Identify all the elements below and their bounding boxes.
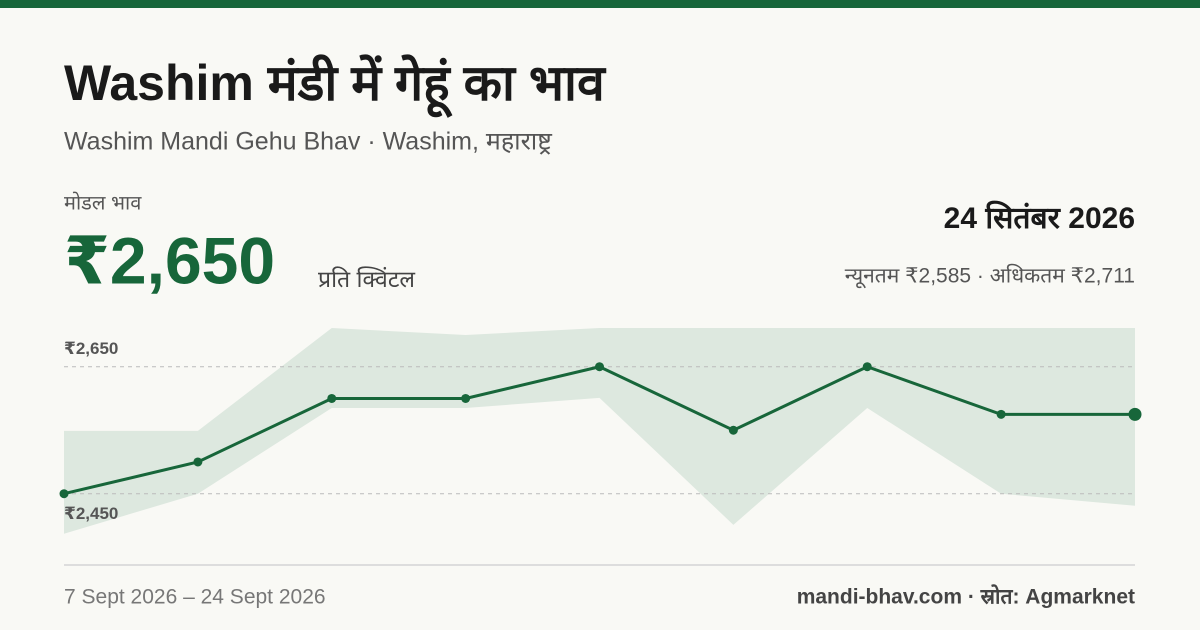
title: Washim मंडी में गेहूं का भाव bbox=[64, 54, 607, 118]
point bbox=[996, 409, 1006, 419]
footer: mandi-bhav.com · स्रोत: Agmarknet bbox=[797, 584, 1135, 609]
point bbox=[461, 393, 471, 403]
y-tick-label: ₹2,450 bbox=[64, 504, 118, 523]
point bbox=[59, 489, 69, 499]
price: ₹2,650 bbox=[64, 223, 275, 297]
price-unit: प्रति क्विंटल bbox=[318, 266, 415, 292]
point bbox=[193, 457, 203, 467]
point bbox=[1128, 407, 1142, 421]
subtitle: Washim Mandi Gehu Bhav · Washim, महाराष्… bbox=[64, 128, 552, 156]
point bbox=[862, 362, 872, 372]
point bbox=[728, 425, 738, 435]
point bbox=[595, 362, 604, 372]
point bbox=[327, 393, 337, 403]
min-max: न्यूनतम ₹2,585 · अधिकतम ₹2,711 bbox=[845, 264, 1135, 289]
range-band bbox=[64, 328, 1135, 534]
price-label: मोडल भाव bbox=[64, 191, 142, 214]
top-bar bbox=[0, 0, 1200, 8]
date: 24 सितंबर 2026 bbox=[944, 200, 1135, 235]
date-range: 7 Sept 2026 – 24 Sept 2026 bbox=[64, 586, 326, 609]
plot: ₹2,450 ₹2,650 bbox=[59, 328, 1142, 534]
y-tick-label: ₹2,650 bbox=[64, 339, 118, 358]
